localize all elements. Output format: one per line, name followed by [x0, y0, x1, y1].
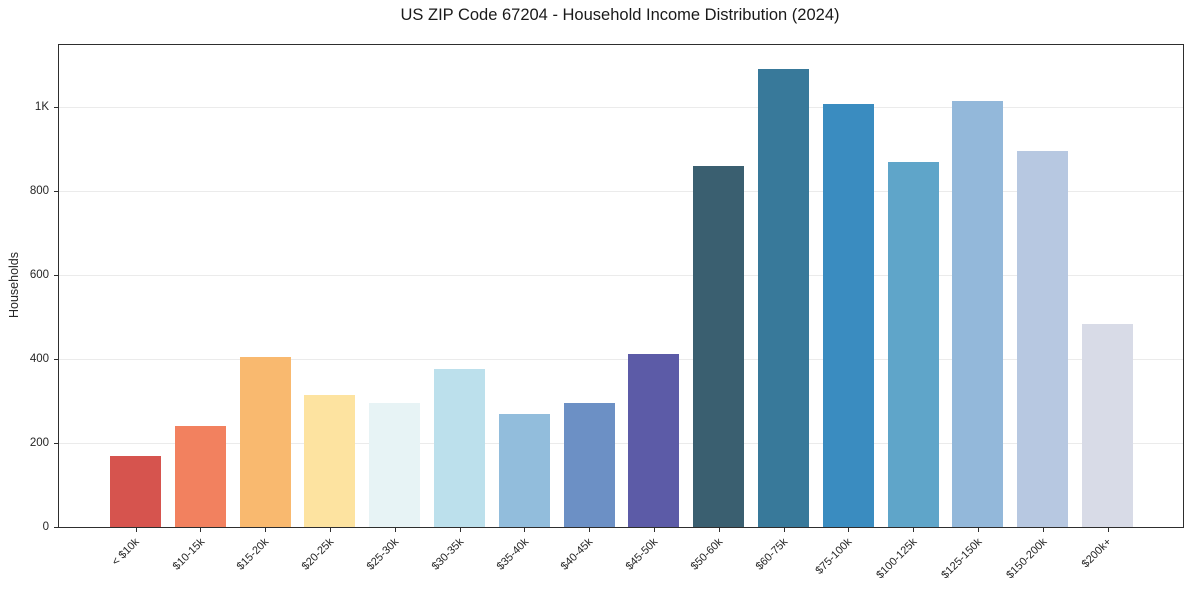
x-tick-mark-$15-20k: [265, 527, 267, 532]
gridline-200: [59, 442, 1183, 444]
x-tick-label-$15-20k: $15-20k: [234, 536, 272, 573]
bar-$100-125k: [887, 162, 939, 527]
x-tick-mark-$40-45k: [589, 527, 591, 532]
y-axis-label: Households: [7, 251, 21, 319]
bar-$45-50k: [628, 354, 680, 527]
bar-$60-75k: [758, 68, 809, 527]
y-tick-mark-1K: [54, 106, 59, 108]
x-tick-mark-$45-50k: [653, 527, 655, 532]
y-tick-mark-800: [54, 190, 59, 192]
x-tick-mark-$75-100k: [848, 527, 850, 532]
x-tick-label-$75-100k: $75-100k: [813, 536, 855, 577]
bar-$200k+: [1082, 324, 1133, 527]
x-tick-label-< $10k: < $10k: [109, 536, 142, 569]
bar-$35-40k: [498, 413, 550, 527]
x-tick-mark-< $10k: [135, 527, 137, 532]
x-tick-label-$50-60k: $50-60k: [688, 536, 726, 573]
plot-area: 0 200 400 600 800 1K < $10k $10-15k $15-20k $20-2…: [30, 44, 1184, 581]
x-tick-label-$45-50k: $45-50k: [623, 536, 661, 573]
y-tick-label-200: 200: [29, 436, 49, 449]
bar-$50-60k: [693, 166, 745, 527]
x-tick-mark-$20-25k: [329, 527, 331, 532]
x-tick-label-$60-75k: $60-75k: [753, 536, 790, 573]
y-tick-label-600: 600: [29, 268, 49, 281]
bar-< $10k: [110, 456, 161, 527]
y-tick-mark-400: [54, 358, 59, 360]
x-tick-mark-$100-125k: [913, 527, 915, 532]
bar-$30-35k: [434, 369, 485, 527]
x-tick-mark-$60-75k: [783, 527, 785, 532]
bar-$10-15k: [174, 426, 226, 527]
y-tick-label-1K: 1K: [34, 100, 49, 113]
chart-title: US ZIP Code 67204 - Household Income Dis…: [400, 6, 840, 24]
x-tick-mark-$200k+: [1107, 527, 1109, 532]
x-tick-label-$150-200k: $150-200k: [1003, 536, 1050, 582]
y-tick-label-400: 400: [29, 352, 49, 365]
x-tick-label-$30-35k: $30-35k: [429, 536, 466, 573]
x-tick-label-$35-40k: $35-40k: [494, 536, 531, 573]
x-tick-label-$125-150k: $125-150k: [939, 536, 985, 582]
y-tick-label-800: 800: [29, 184, 49, 197]
x-tick-label-$20-25k: $20-25k: [299, 536, 337, 573]
x-tick-mark-$150-200k: [1042, 527, 1044, 532]
x-tick-label-$40-45k: $40-45k: [558, 536, 596, 573]
bar-$125-150k: [952, 100, 1004, 527]
bar-$75-100k: [822, 104, 874, 527]
x-tick-label-$25-30k: $25-30k: [364, 536, 402, 573]
bar-$15-20k: [239, 356, 291, 527]
x-tick-mark-$35-40k: [524, 527, 526, 532]
bar-$40-45k: [563, 403, 615, 527]
gridline-1K: [59, 106, 1183, 108]
y-tick-mark-200: [54, 442, 59, 444]
bar-$25-30k: [369, 402, 421, 527]
x-tick-mark-$10-15k: [200, 527, 202, 532]
bar-$150-200k: [1017, 150, 1069, 527]
x-tick-label-$200k+: $200k+: [1079, 536, 1114, 571]
y-tick-mark-0: [54, 527, 59, 528]
x-tick-label-$100-125k: $100-125k: [874, 536, 920, 582]
x-tick-mark-$30-35k: [459, 527, 461, 532]
bar-$20-25k: [304, 394, 356, 527]
y-tick-label-0: 0: [42, 521, 49, 533]
x-tick-label-$10-15k: $10-15k: [170, 536, 207, 573]
x-tick-mark-$125-150k: [977, 527, 979, 532]
y-tick-mark-600: [54, 274, 59, 276]
gridline-600: [59, 274, 1183, 276]
x-tick-mark-$25-30k: [394, 527, 396, 532]
x-tick-mark-$50-60k: [718, 527, 720, 532]
gridline-400: [59, 358, 1183, 360]
gridline-800: [59, 190, 1183, 192]
